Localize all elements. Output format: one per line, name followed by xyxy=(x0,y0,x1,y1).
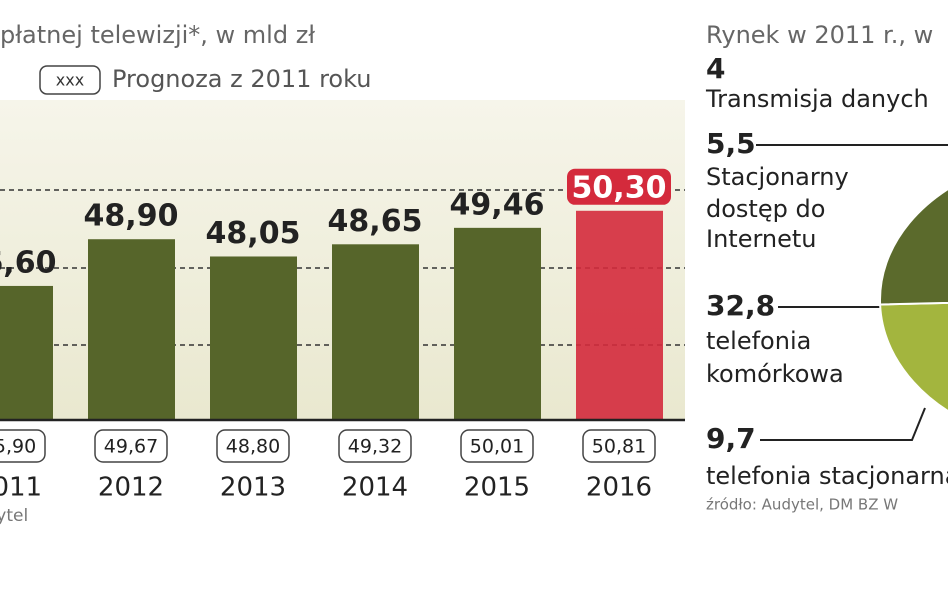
forecast-box xyxy=(338,429,412,463)
bar-title: płatnej telewizji*, w mld zł xyxy=(0,21,315,49)
pie-slice xyxy=(879,301,948,413)
pie-value-label: 9,7 xyxy=(706,422,756,455)
value-label: 46,60 xyxy=(0,245,56,280)
forecast-box xyxy=(582,429,656,463)
pie-slice xyxy=(879,187,948,306)
bar xyxy=(210,256,297,420)
forecast-label: 48,80 xyxy=(226,436,280,458)
value-label: 50,30 xyxy=(572,170,667,205)
legend-key: xxx xyxy=(56,71,84,90)
pie-label: telefonia xyxy=(706,327,811,355)
legend-box xyxy=(39,65,101,95)
x-tick-label: 2012 xyxy=(98,473,164,503)
forecast-box xyxy=(216,429,290,463)
value-label: 48,05 xyxy=(206,216,301,251)
x-tick-label: 2011 xyxy=(0,473,42,503)
x-tick-label: 2013 xyxy=(220,473,286,503)
forecast-box xyxy=(94,429,168,463)
x-tick-label: 2015 xyxy=(464,473,530,503)
forecast-label: 50,01 xyxy=(470,436,524,458)
forecast-label: 49,67 xyxy=(104,436,158,458)
forecast-label: 50,81 xyxy=(592,436,646,458)
x-tick-label: 2014 xyxy=(342,473,408,503)
leaders xyxy=(756,144,948,441)
pie-value-label: 4 xyxy=(706,52,725,85)
value-label: 49,46 xyxy=(450,187,545,222)
forecast-label: 45,90 xyxy=(0,436,36,458)
bar xyxy=(332,244,419,420)
legend-text: Prognoza z 2011 roku xyxy=(112,65,371,93)
x-tick-label: 2016 xyxy=(586,473,652,503)
value-label: 48,90 xyxy=(84,199,179,234)
value-label: 48,65 xyxy=(328,204,423,239)
bar xyxy=(88,239,175,420)
forecast-box xyxy=(0,429,46,463)
bar xyxy=(576,210,663,420)
pie-label: telefonia stacjonarna xyxy=(706,462,948,490)
bar xyxy=(0,285,53,420)
bar xyxy=(454,227,541,420)
value-label-box xyxy=(567,168,671,205)
forecast-box xyxy=(460,429,534,463)
pie-label: Stacjonarny xyxy=(706,163,849,191)
pie-label: dostęp do xyxy=(706,195,825,223)
pie-label: Transmisja danych xyxy=(705,85,929,113)
forecast-label: 49,32 xyxy=(348,436,402,458)
pie-value-label: 5,5 xyxy=(706,127,756,160)
pie-label: komórkowa xyxy=(706,360,844,388)
pie-label: Internetu xyxy=(706,225,817,253)
pie-title: Rynek w 2011 r., w xyxy=(706,21,933,49)
pie-value-label: 32,8 xyxy=(706,289,775,322)
pie-source: źródło: Audytel, DM BZ W xyxy=(706,496,898,514)
source: źródło: Audytel xyxy=(0,506,28,526)
